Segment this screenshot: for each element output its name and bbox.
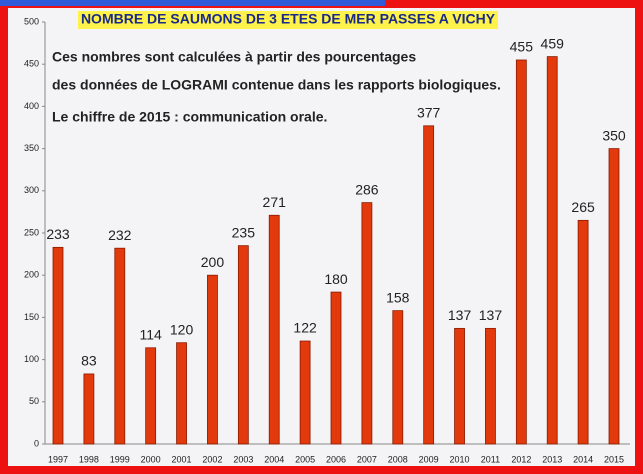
data-label: 377 [417,105,441,121]
x-tick-label: 2010 [450,454,470,464]
data-label: 271 [263,194,287,210]
x-tick-label: 2012 [511,454,531,464]
bar [608,148,620,445]
bar [268,214,280,445]
x-tick-label: 2015 [604,454,624,464]
bar [577,219,589,445]
y-tick-label: 300 [24,185,39,195]
annotation: Le chiffre de 2015 : communication orale… [52,109,327,125]
x-tick-label: 2002 [202,454,222,464]
data-label: 235 [232,224,256,240]
x-tick-label: 2009 [419,454,439,464]
bar [330,291,342,445]
x-tick-label: 2000 [141,454,161,464]
x-tick-label: 2003 [233,454,253,464]
bar [361,202,373,445]
y-tick-label: 50 [29,396,39,406]
data-label: 137 [448,307,472,323]
data-label: 233 [46,226,70,242]
y-tick-label: 350 [24,143,39,153]
bar [485,327,496,445]
bar [145,347,157,445]
y-tick-label: 100 [24,354,39,364]
bar [83,373,95,445]
data-label: 200 [201,254,225,270]
y-tick-label: 150 [24,312,39,322]
y-tick-label: 400 [24,101,39,111]
x-tick-label: 2008 [388,454,408,464]
title-highlight [78,11,498,29]
bar [237,245,249,445]
x-tick-label: 1999 [110,454,130,464]
annotation: des données de LOGRAMI contenue dans les… [52,77,501,93]
bar [52,246,64,445]
y-tick-label: 200 [24,270,39,280]
chart-title: NOMBRE DE SAUMONS DE 3 ETES DE MER PASSE… [81,11,496,27]
annotation: Ces nombres sont calculées à partir des … [52,49,416,65]
x-tick-label: 1997 [48,454,68,464]
x-tick-label: 2011 [481,454,500,464]
x-tick-label: 1998 [79,454,99,464]
bar [454,327,465,445]
x-tick-label: 2001 [172,454,192,464]
y-tick-label: 500 [24,16,39,26]
bar [423,125,435,445]
bar [392,310,404,445]
x-tick-label: 2013 [542,454,562,464]
data-label: 158 [386,289,410,305]
x-tick-label: 2007 [357,454,377,464]
bar [114,247,126,445]
bar [176,342,187,445]
y-tick-label: 450 [24,59,39,69]
x-tick-label: 2005 [295,454,315,464]
bar [207,274,218,445]
data-label: 265 [571,199,595,215]
data-label: 114 [140,326,163,342]
x-tick-label: 2006 [326,454,346,464]
x-tick-label: 2014 [573,454,593,464]
y-tick-label: 0 [34,438,39,448]
data-label: 286 [355,181,379,197]
data-label: 120 [170,321,194,337]
bar [546,56,558,445]
data-label: 459 [541,35,565,51]
bar [299,340,311,445]
bar [515,59,527,445]
x-tick-label: 2004 [264,454,284,464]
data-label: 350 [602,127,626,143]
data-label: 137 [479,307,503,323]
y-tick-label: 250 [24,227,39,237]
data-label: 455 [510,39,534,55]
data-label: 122 [293,320,317,336]
data-label: 232 [108,227,132,243]
data-label: 83 [81,353,97,369]
data-label: 180 [324,271,348,287]
